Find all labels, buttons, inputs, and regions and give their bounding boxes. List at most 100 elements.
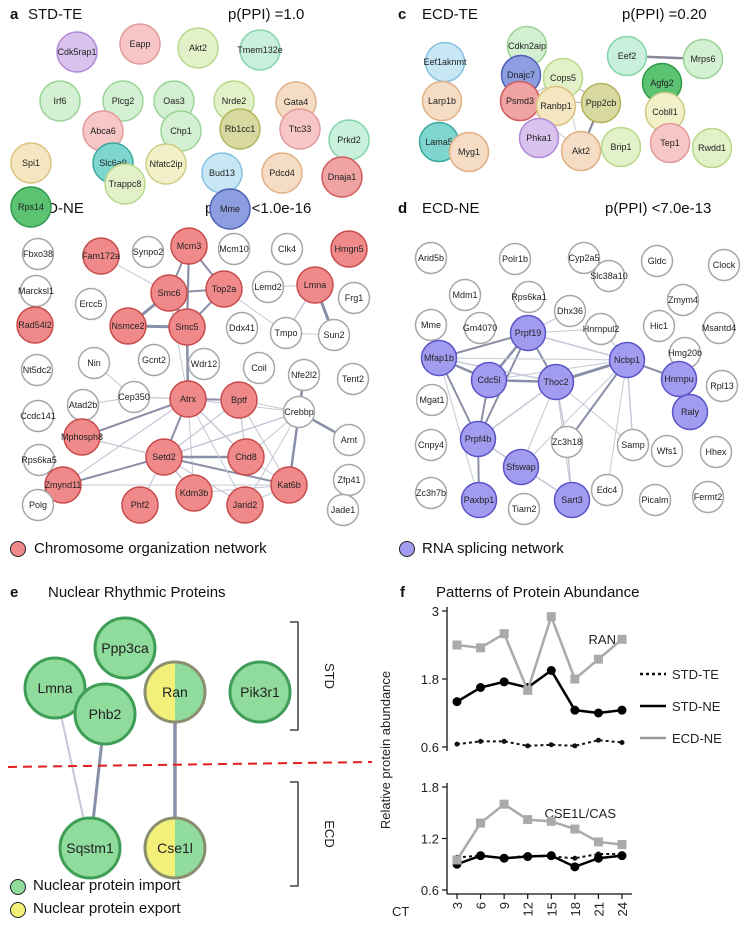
panel-e-letter: e	[10, 584, 19, 601]
panel-d-node-tiam2-label: Tiam2	[512, 504, 537, 514]
panel-b-node-kdm3b-label: Kdm3b	[180, 488, 209, 498]
panel-e-node-cse1l-export-half	[145, 818, 175, 878]
panel-c-node-larp1b-label: Larp1b	[428, 96, 456, 106]
panel-a-node-pdcd4-label: Pdcd4	[269, 168, 295, 178]
panel-a-node-akt2	[177, 27, 219, 69]
panel-b-node-smc5-label: Smc5	[175, 322, 198, 332]
panel-c-letter: c	[398, 6, 407, 23]
chart-0-point-std-te-3	[454, 741, 460, 747]
panel-a-node-rb1cc1-label: Rb1cc1	[225, 124, 256, 134]
chart-1-point-std-ne-15	[546, 851, 556, 861]
panel-c-node-eef2	[606, 35, 648, 77]
panel-b-node-bptf-label: Bptf	[231, 395, 248, 405]
panel-b-node-jade1-label: Jade1	[331, 505, 356, 515]
chart-0-ytick-label-2: 3	[432, 604, 439, 619]
panel-c-node-mrps6	[682, 38, 724, 80]
chart-1-xtick-label-6: 21	[591, 902, 606, 916]
panel-b-node-ccdc141-label: Ccdc141	[20, 411, 56, 421]
chart-0-title: RAN	[589, 632, 616, 647]
panel-b-node-mphosph8	[63, 418, 101, 456]
panel-b-node-coil	[242, 351, 276, 385]
panel-d-node-hic1-label: Hic1	[650, 321, 668, 331]
panel-e-node-ran	[143, 660, 207, 724]
panel-c-node-agfg2-label: Agfg2	[650, 78, 674, 88]
panel-e-node-cse1l	[143, 816, 207, 880]
panel-a-node-nrde2-label: Nrde2	[222, 96, 247, 106]
chromosome-legend-dot	[10, 541, 26, 557]
panel-c-node-tep1	[649, 122, 691, 164]
panel-c-node-cobll1-label: Cobll1	[652, 107, 678, 117]
panel-a-node-pdcd4	[261, 152, 303, 194]
panel-b-node-zmynd11-label: Zmynd11	[45, 480, 82, 490]
std-bracket-label: STD	[322, 663, 337, 689]
chart-0-point-std-te-12	[525, 743, 531, 749]
panel-d-node-dhx36	[553, 294, 587, 328]
panel-a-node-dnaja1-label: Dnaja1	[328, 172, 357, 182]
panel-b-node-top2a	[205, 270, 243, 308]
panel-e-node-ppp3ca-label: Ppp3ca	[101, 640, 149, 656]
panel-d-node-polr1b	[498, 242, 532, 276]
chart-1-xtick-label-2: 9	[497, 902, 512, 909]
panel-e-node-cse1l-label: Cse1l	[157, 840, 193, 856]
chart-1-ytick-label-0: 0.6	[421, 883, 439, 898]
panel-d-node-hic1	[642, 309, 676, 343]
panel-d-node-rps6ka1-label: Rps6ka1	[511, 292, 547, 302]
panel-a-node-spi1	[10, 142, 52, 184]
panel-b-node-tmpo	[269, 316, 303, 350]
panel-d-edge-29	[520, 359, 628, 468]
panel-f-title: Patterns of Protein Abundance	[436, 584, 640, 601]
panel-d-node-mfap1b-label: Mfap1b	[424, 353, 454, 363]
panel-b-node-cep350	[117, 380, 151, 414]
export-legend-dot	[10, 902, 26, 918]
panel-b-node-wdr12	[187, 347, 221, 381]
panel-d-node-clock	[707, 248, 741, 282]
panel-b-node-smc6	[150, 274, 188, 312]
ecd-bracket	[290, 781, 299, 887]
panel-d-node-hmg20b-label: Hmg20b	[668, 348, 702, 358]
panel-a-letter: a	[10, 6, 19, 23]
panel-d-node-paxbp1-label: Paxbp1	[464, 495, 495, 505]
panel-b-node-coil-label: Coil	[251, 363, 267, 373]
panel-a-node-rb1cc1	[219, 108, 261, 150]
panel-d-node-hhex-label: Hhex	[705, 447, 727, 457]
panel-d-node-edc4-label: Edc4	[597, 485, 618, 495]
panel-b-node-jade1	[326, 493, 360, 527]
chart-0-point-std-ne-15	[546, 666, 556, 675]
panel-d-node-paxbp1	[460, 481, 498, 519]
chart-0-point-ecd-ne-15	[546, 612, 556, 622]
panel-d-node-raly	[671, 393, 709, 431]
std-bracket	[290, 621, 299, 731]
chart-0-point-ecd-ne-21	[593, 654, 603, 664]
panel-e-node-phb2	[73, 682, 137, 746]
panel-d-node-wfs1	[650, 434, 684, 468]
panel-c-node-myg1-label: Myg1	[458, 147, 480, 157]
panel-b-node-kdm3b	[175, 474, 213, 512]
chart-1-point-std-ne-12	[523, 852, 533, 862]
panel-b-node-ercc5	[74, 287, 108, 321]
panel-c-node-eef2-label: Eef2	[618, 51, 637, 61]
panel-d-node-thoc2-label: Thoc2	[543, 377, 568, 387]
chart-1-xtick-label-3: 12	[521, 902, 536, 916]
panel-d-node-prpf19-label: Prpf19	[515, 328, 542, 338]
panel-a-node-nfatc2ip-label: Nfatc2ip	[149, 159, 182, 169]
chart-0-point-std-te-21	[595, 737, 601, 743]
panel-b-node-zmynd11	[44, 466, 82, 504]
panel-b-node-wdr12-label: Wdr12	[191, 359, 218, 369]
panel-b-node-top2a-label: Top2a	[212, 284, 237, 294]
panel-a-node-slc6a9-label: Slc6a9	[99, 158, 127, 168]
panel-a-ppi: p(PPI) =1.0	[228, 6, 305, 23]
panel-d-node-zc3h18	[550, 425, 584, 459]
chart-1-point-ecd-ne-18	[570, 824, 580, 834]
chromosome-legend-label: Chromosome organization network	[34, 540, 267, 557]
panel-b-edge-19	[81, 398, 189, 438]
panel-e-node-sqstm1-label: Sqstm1	[66, 840, 114, 856]
splicing-legend-dot	[399, 541, 415, 557]
panel-a-node-spi1-label: Spi1	[22, 158, 40, 168]
panel-d-node-mme-label: Mme	[421, 320, 441, 330]
panel-a-node-bud13-label: Bud13	[209, 168, 235, 178]
panel-b-node-synpo2-label: Synpo2	[133, 247, 164, 257]
panel-e-node-ran-import-half	[175, 662, 205, 722]
panel-b-node-fam172a-label: Fam172a	[82, 251, 120, 261]
chart-0-point-std-te-15	[548, 742, 554, 748]
panel-d-title: ECD-NE	[422, 200, 480, 217]
